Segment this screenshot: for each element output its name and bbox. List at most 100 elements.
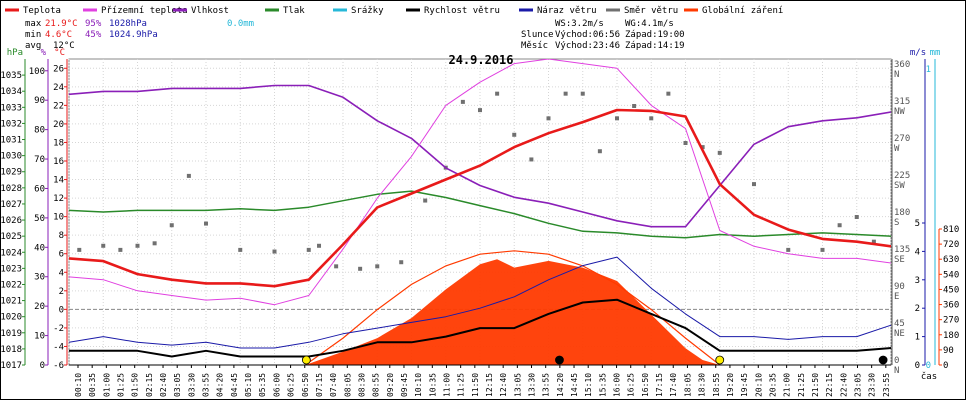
tick-label-temp: 6 (59, 250, 64, 260)
wind-direction-point (871, 239, 876, 244)
tick-label-pct: 70 (34, 155, 45, 165)
tick-label-temp: 18 (53, 138, 64, 148)
tick-label-rad: 360 (943, 301, 959, 311)
tick-label-dir-value: 0 (894, 356, 899, 366)
tick-label-dir-name: S (894, 218, 899, 228)
x-tick-label: 00:35 (88, 373, 97, 397)
tick-label-dir-value: 90 (894, 282, 905, 292)
x-tick-label: 03:55 (202, 373, 211, 397)
x-tick-label: 04:20 (216, 373, 225, 397)
marker-moonrise (878, 355, 888, 365)
tick-label-temp: 14 (53, 176, 64, 186)
axis-unit-hpa: hPa (7, 48, 23, 58)
x-tick-label: 02:40 (159, 373, 168, 397)
info-sun-set: Západ:19:00 (625, 30, 685, 40)
series-wind-gust (69, 256, 891, 349)
wind-direction-point (358, 266, 363, 271)
tick-label-temp: 4 (59, 268, 64, 278)
info-moon-rise: Východ:23:46 (555, 41, 620, 51)
wind-direction-point (118, 247, 123, 252)
wind-direction-point (135, 243, 140, 248)
tick-label-pct: 90 (34, 96, 45, 106)
wind-direction-point (272, 249, 277, 254)
x-tick-label: 19:45 (740, 373, 749, 397)
stat-avg-label: avg (25, 41, 41, 51)
tick-label-dir-value: 180 (894, 208, 910, 218)
wind-direction-point (204, 221, 208, 226)
x-tick-label: 09:45 (400, 373, 409, 397)
tick-label-rad: 180 (943, 331, 959, 341)
tick-label-dir-value: 45 (894, 319, 905, 329)
tick-label-pct: 0 (40, 361, 45, 371)
x-tick-label: 07:15 (315, 373, 324, 397)
stats-block: max 21.9°C 95% 1028hPa 0.0mm min 4.6°C 4… (25, 19, 254, 51)
wind-direction-point (854, 215, 859, 219)
x-tick-label: 17:15 (655, 373, 664, 397)
tick-label-temp: 0 (59, 305, 64, 315)
tick-label-hpa: 1019 (1, 329, 22, 339)
stat-min-press: 1024.9hPa (109, 30, 158, 40)
axis-unit-rain: mm (930, 48, 941, 58)
tick-label-hpa: 1035 (1, 71, 22, 81)
x-tick-label: 06:25 (287, 373, 296, 397)
tick-label-dir-name: NE (894, 329, 905, 339)
legend-item-label: Srážky (351, 6, 384, 16)
x-tick-label: 21:50 (811, 373, 820, 397)
series-ground-temp (69, 59, 891, 306)
legend-item-label: Teplota (23, 6, 61, 16)
tick-label-wind: 4 (915, 247, 920, 257)
wind-direction-point (820, 247, 825, 252)
series-layer (69, 59, 891, 365)
x-tick-label: 11:00 (442, 373, 451, 397)
wind-direction-point (512, 132, 517, 137)
x-tick-label: 18:30 (698, 373, 707, 397)
tick-label-hpa: 1028 (1, 184, 22, 194)
tick-label-dir-name: SE (894, 255, 905, 265)
legend-item-label: Vlhkost (191, 6, 229, 16)
wind-direction-point (101, 243, 106, 248)
tick-label-pct: 40 (34, 243, 45, 253)
x-tick-label: 21:25 (797, 373, 806, 397)
x-tick-label: 16:25 (627, 373, 636, 397)
wind-direction-point (238, 247, 243, 252)
wind-direction-point (563, 91, 568, 96)
legend-item-label: Přízemní teplota (101, 6, 188, 16)
tick-label-hpa: 1022 (1, 280, 22, 290)
tick-label-hpa: 1032 (1, 119, 22, 129)
tick-label-hpa: 1029 (1, 168, 22, 178)
axis-unit-pct: % (41, 48, 47, 58)
x-tick-label: 20:10 (754, 373, 763, 397)
tick-label-dir-name: NW (894, 107, 905, 117)
x-tick-label: 22:15 (825, 373, 834, 397)
tick-label-rad: 270 (943, 316, 959, 326)
x-tick-label: 10:35 (428, 373, 437, 397)
x-tick-label: 03:05 (173, 373, 182, 397)
tick-label-hpa: 1025 (1, 232, 22, 242)
tick-label-rad: 0 (943, 361, 948, 371)
tick-label-dir-value: 135 (894, 245, 910, 255)
tick-label-hpa: 1031 (1, 136, 22, 146)
tick-label-hpa: 1030 (1, 152, 22, 162)
tick-label-dir-name: E (894, 292, 899, 302)
x-tick-label: 06:50 (301, 373, 310, 397)
tick-label-temp: 12 (53, 194, 64, 204)
wind-direction-point (306, 247, 311, 252)
axes: hPa1017101810191020102110221023102410251… (1, 48, 959, 397)
wind-direction-point (460, 99, 465, 104)
x-tick-label: 19:20 (726, 373, 735, 397)
wind-direction-point (169, 223, 174, 228)
wind-direction-point (546, 116, 551, 121)
x-tick-label: 01:50 (131, 373, 140, 397)
tick-label-rad: 450 (943, 285, 959, 295)
tick-label-temp: 10 (53, 213, 64, 223)
x-tick-label: 07:40 (329, 373, 338, 397)
wind-direction-point (186, 173, 191, 178)
tick-label-hpa: 1020 (1, 313, 22, 323)
tick-label-temp: 16 (53, 157, 64, 167)
chart-title: 24.9.2016 (448, 53, 513, 67)
legend-item-label: Směr větru (624, 6, 678, 16)
stat-min-hum: 45% (85, 30, 102, 40)
tick-label-temp: 8 (59, 231, 64, 241)
tick-label-hpa: 1026 (1, 216, 22, 226)
